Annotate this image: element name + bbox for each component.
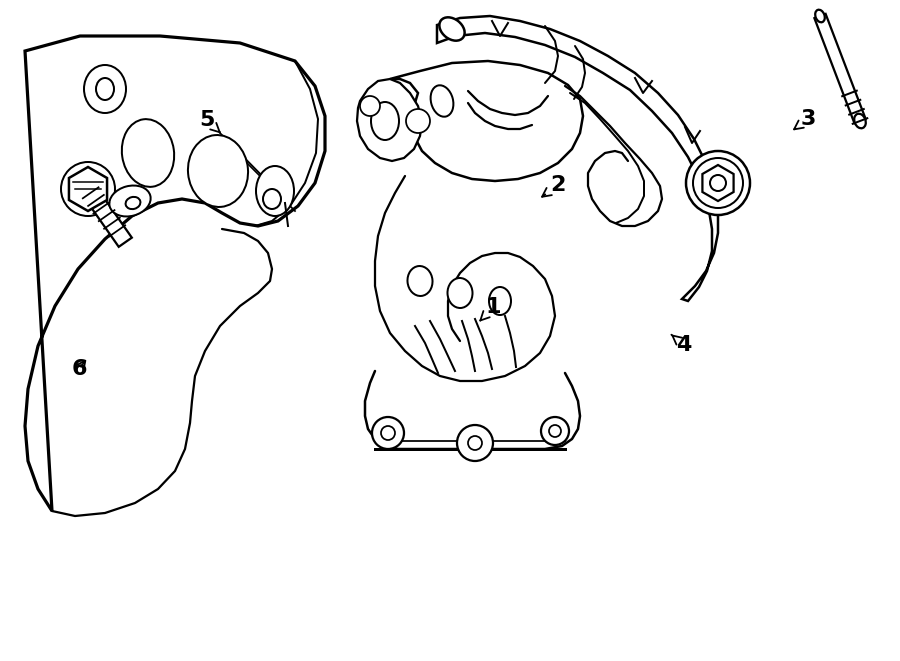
Ellipse shape — [430, 85, 454, 117]
Text: 5: 5 — [199, 110, 220, 132]
Circle shape — [372, 417, 404, 449]
Polygon shape — [81, 184, 131, 247]
Text: 6: 6 — [71, 359, 87, 379]
Ellipse shape — [256, 166, 294, 216]
Circle shape — [457, 425, 493, 461]
Polygon shape — [69, 167, 107, 211]
Ellipse shape — [263, 189, 281, 209]
Ellipse shape — [126, 197, 140, 209]
Ellipse shape — [96, 78, 114, 100]
Text: 4: 4 — [671, 334, 692, 355]
Polygon shape — [390, 61, 583, 181]
Ellipse shape — [84, 65, 126, 113]
Polygon shape — [702, 165, 733, 201]
Circle shape — [686, 151, 750, 215]
Text: 2: 2 — [542, 175, 566, 197]
Ellipse shape — [815, 10, 824, 22]
Ellipse shape — [109, 186, 150, 216]
Circle shape — [549, 425, 561, 437]
Polygon shape — [437, 16, 718, 301]
Ellipse shape — [489, 287, 511, 315]
Polygon shape — [357, 79, 422, 161]
Circle shape — [710, 175, 726, 191]
Ellipse shape — [447, 278, 473, 308]
Text: 3: 3 — [794, 109, 816, 130]
Circle shape — [693, 158, 743, 208]
Ellipse shape — [439, 17, 464, 41]
Ellipse shape — [408, 266, 433, 296]
Circle shape — [468, 436, 482, 450]
Polygon shape — [25, 36, 325, 511]
Circle shape — [541, 417, 569, 445]
Ellipse shape — [854, 114, 866, 128]
Circle shape — [360, 96, 380, 116]
Circle shape — [406, 109, 430, 133]
Ellipse shape — [122, 119, 175, 187]
Ellipse shape — [371, 102, 399, 140]
Ellipse shape — [188, 135, 248, 207]
Circle shape — [381, 426, 395, 440]
Polygon shape — [814, 14, 866, 123]
Text: 1: 1 — [481, 297, 501, 321]
